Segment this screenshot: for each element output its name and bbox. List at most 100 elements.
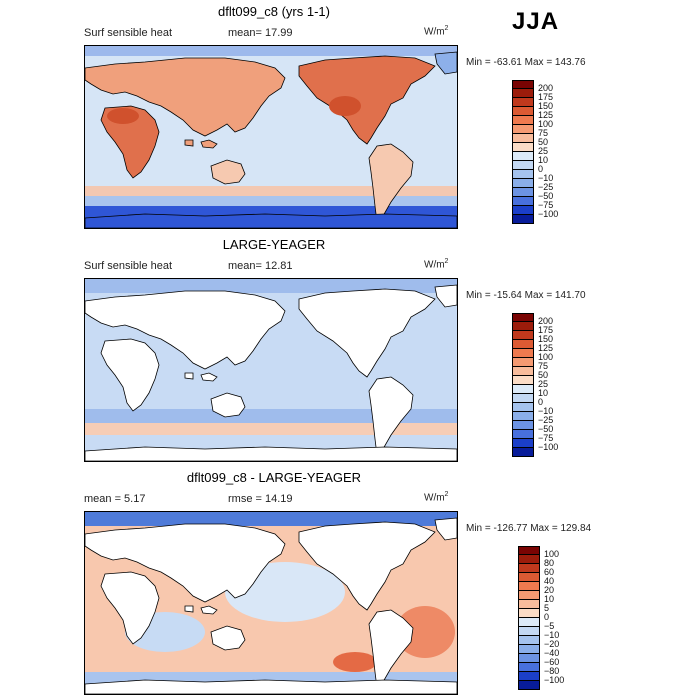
hot-spot: [107, 108, 139, 124]
continent-africa: [100, 105, 160, 179]
colorbar-swatch: [512, 197, 534, 206]
colorbar-labels: 100 80 60 40 20 10 5 0 −5 −10 −20 −40 −60 −80 −100: [536, 546, 568, 696]
colorbar-swatch: [518, 582, 540, 591]
colorbar-swatch: [518, 564, 540, 573]
colorbar-label: 125: [538, 343, 554, 353]
ocean-band: [85, 186, 457, 196]
colorbar-label: 0: [538, 397, 544, 407]
colorbar-swatch: [512, 143, 534, 152]
colorbar-swatch: [512, 170, 534, 179]
colorbar-label: 10: [538, 388, 549, 398]
continent-south-america: [368, 376, 414, 456]
antarctica: [85, 679, 457, 694]
units-label: W/m2: [424, 25, 449, 38]
colorbar: [512, 80, 534, 224]
continent-north-america: [298, 55, 436, 145]
colorbar-swatch: [518, 672, 540, 681]
continent-north-america: [298, 521, 436, 611]
ocean-band: [85, 423, 457, 435]
continent-africa: [100, 571, 160, 645]
colorbar-swatch: [512, 125, 534, 134]
colorbar-swatch: [518, 663, 540, 672]
map-panel: [84, 278, 458, 462]
colorbar-swatch: [512, 161, 534, 170]
colorbar-swatch: [512, 116, 534, 125]
continent-australia: [210, 159, 246, 185]
colorbar-label: 75: [538, 128, 549, 138]
colorbar-swatch: [512, 206, 534, 215]
islands: [184, 139, 218, 149]
min-max-label: Min = -15.64 Max = 141.70: [466, 290, 586, 301]
islands: [184, 372, 218, 382]
ocean-band: [85, 409, 457, 423]
panel-title: LARGE-YEAGER: [222, 237, 326, 252]
colorbar-label: 40: [544, 576, 555, 586]
colorbar-swatch: [512, 322, 534, 331]
greenland: [434, 284, 457, 308]
colorbar-label: −10: [544, 630, 560, 640]
colorbar-label: 0: [544, 612, 550, 622]
rmse-label: rmse = 14.19: [228, 493, 293, 505]
continent-south-america: [368, 143, 414, 223]
arctic-band: [85, 46, 457, 56]
continent-eurasia: [85, 290, 286, 370]
colorbar-swatch: [512, 98, 534, 107]
continent-south-america: [368, 609, 414, 689]
min-max-label: Min = -63.61 Max = 143.76: [466, 57, 586, 68]
colorbar-labels: 200 175 150 125 100 75 50 25 10 0 −10 −25 −50 −75 −100: [530, 313, 562, 463]
continent-north-america: [298, 288, 436, 378]
colorbar-swatch: [512, 385, 534, 394]
continent-australia: [210, 625, 246, 651]
colorbar-label: 50: [538, 137, 549, 147]
colorbar-label: 100: [538, 119, 554, 129]
hot-spot: [329, 96, 361, 116]
difference-mean-label: mean = 5.17: [84, 493, 146, 505]
colorbar-label: 10: [538, 155, 549, 165]
colorbar-swatch: [518, 591, 540, 600]
colorbar-swatch: [512, 134, 534, 143]
colorbar-swatch: [518, 600, 540, 609]
colorbar-label: −100: [538, 442, 559, 452]
colorbar-swatch: [518, 681, 540, 690]
colorbar-swatch: [512, 439, 534, 448]
colorbar-swatch: [512, 367, 534, 376]
colorbar-labels: 200 175 150 125 100 75 50 25 10 0 −10 −25 −50 −75 −100: [530, 80, 562, 230]
colorbar-label: 175: [538, 325, 554, 335]
colorbar-swatch: [512, 394, 534, 403]
arctic-band: [85, 512, 457, 526]
colorbar-swatch: [512, 215, 534, 224]
colorbar-label: 175: [538, 92, 554, 102]
colorbar-swatch: [518, 636, 540, 645]
arctic-band: [85, 279, 457, 293]
panel-title: dflt099_c8 (yrs 1-1): [218, 4, 330, 19]
colorbar-swatch: [512, 358, 534, 367]
colorbar: [512, 313, 534, 457]
variable-label: Surf sensible heat: [84, 27, 173, 39]
colorbar-swatch: [518, 645, 540, 654]
colorbar-label: −10: [538, 173, 554, 183]
mean-label: mean= 12.81: [228, 260, 293, 272]
colorbar-label: 150: [538, 334, 554, 344]
colorbar-swatch: [512, 89, 534, 98]
colorbar-swatch: [512, 349, 534, 358]
colorbar-label: −80: [544, 666, 560, 676]
min-max-label: Min = -126.77 Max = 129.84: [466, 523, 592, 534]
colorbar-swatch: [512, 331, 534, 340]
units-label: W/m2: [424, 491, 449, 504]
colorbar-label: 75: [538, 361, 549, 371]
colorbar-label: 60: [544, 567, 555, 577]
continent-australia: [210, 392, 246, 418]
colorbar-label: −25: [538, 415, 554, 425]
colorbar-label: −60: [544, 657, 560, 667]
colorbar-label: −40: [544, 648, 560, 658]
colorbar-label: 5: [544, 603, 550, 613]
colorbar-label: 0: [538, 164, 544, 174]
variable-label: Surf sensible heat: [84, 260, 173, 272]
islands: [184, 605, 218, 615]
colorbar-label: 200: [538, 316, 554, 326]
colorbar-label: 125: [538, 110, 554, 120]
colorbar-swatch: [512, 80, 534, 89]
colorbar-label: 100: [538, 352, 554, 362]
colorbar-swatch: [518, 555, 540, 564]
colorbar: [518, 546, 540, 690]
